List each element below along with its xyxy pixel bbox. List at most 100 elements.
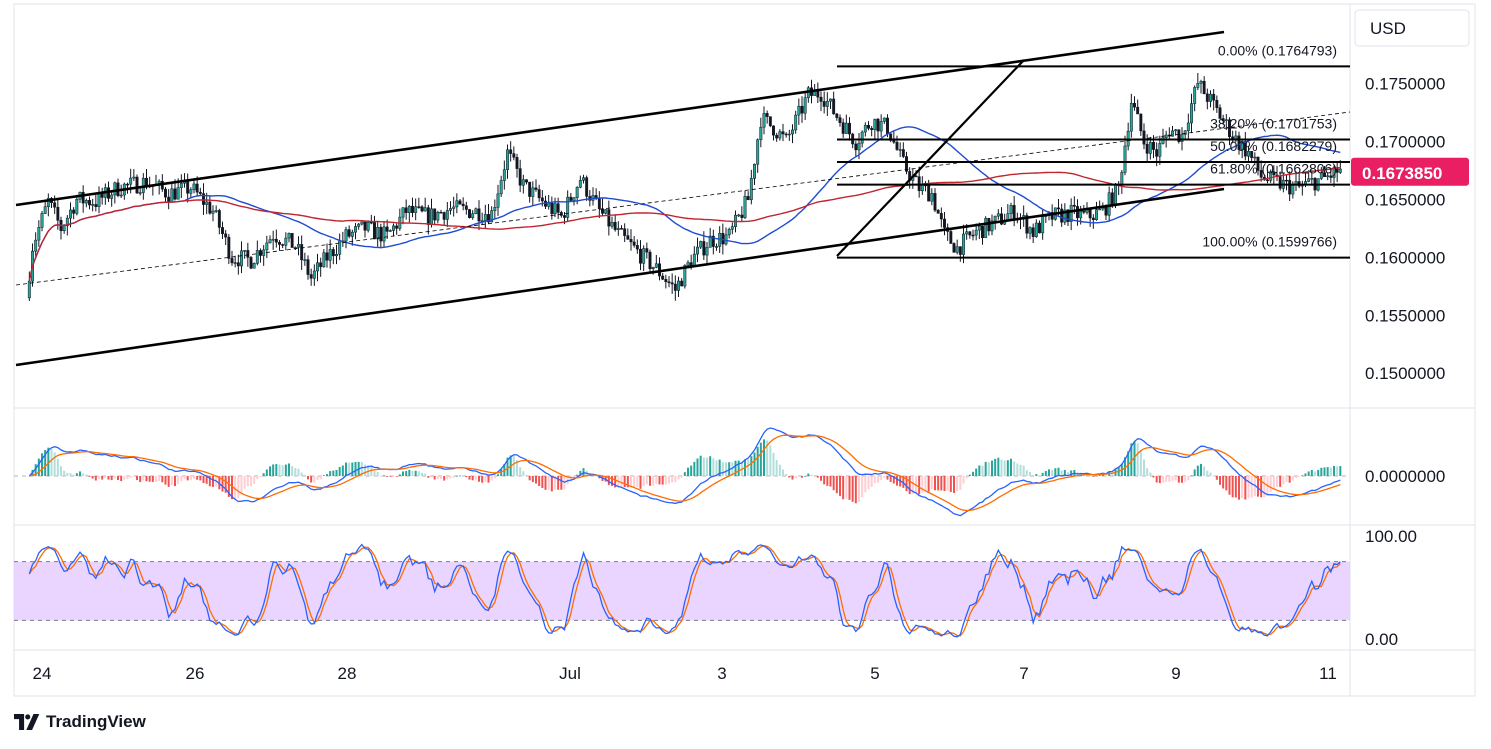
candle-body — [496, 193, 500, 208]
macd-histogram-bar — [1326, 467, 1329, 476]
candle-body — [841, 122, 845, 134]
candle-body — [1041, 216, 1045, 234]
macd-histogram-bar — [265, 469, 268, 476]
currency-selector[interactable]: USD — [1354, 9, 1470, 47]
macd-histogram-bar — [661, 476, 664, 485]
macd-histogram-bar — [1136, 443, 1139, 476]
candle-body — [1199, 81, 1203, 84]
macd-histogram-bar — [788, 476, 791, 478]
macd-histogram-bar — [132, 476, 135, 477]
macd-histogram-bar — [835, 476, 838, 494]
candle-body — [1266, 179, 1269, 182]
candle-body — [1250, 151, 1254, 158]
candle-body — [1243, 141, 1247, 157]
candle-body — [1186, 122, 1190, 131]
drawings-layer — [15, 30, 1351, 367]
candle-body — [287, 233, 291, 239]
macd-histogram-bar — [664, 476, 667, 485]
macd-histogram-bar — [1215, 476, 1218, 480]
macd-histogram-bar — [1022, 465, 1025, 476]
candle-body — [645, 248, 649, 253]
candle-body — [1069, 204, 1073, 222]
candle-body — [1158, 143, 1162, 157]
macd-histogram-bar — [386, 476, 389, 477]
candle-body — [870, 128, 874, 131]
macd-histogram-bar — [778, 464, 781, 476]
candle-body — [1072, 204, 1076, 207]
fib-level-label: 0.00% (0.1764793) — [1218, 42, 1337, 58]
macd-histogram-bar — [1054, 468, 1057, 476]
candle-body — [173, 188, 177, 200]
candle-body — [699, 241, 703, 248]
macd-histogram-bar — [294, 467, 297, 476]
macd-histogram-bar — [487, 476, 490, 483]
candle-body — [360, 221, 364, 225]
macd-histogram-bar — [436, 476, 439, 480]
macd-histogram-bar — [911, 476, 914, 495]
candle-body — [927, 185, 931, 202]
macd-histogram-bar — [424, 473, 427, 476]
macd-histogram-bar — [155, 476, 157, 482]
macd-histogram-bar — [683, 472, 686, 476]
candle-body — [1107, 192, 1111, 216]
macd-histogram-bar — [525, 474, 528, 476]
candle-body — [439, 211, 443, 214]
candle-body — [1323, 172, 1326, 178]
macd-tick-label: 0.0000000 — [1365, 467, 1445, 486]
candle-body — [1183, 130, 1187, 135]
candle-body — [661, 275, 665, 280]
macd-histogram-bar — [288, 463, 290, 476]
candle-body — [1060, 208, 1064, 223]
candle-body — [1247, 151, 1250, 157]
macd-histogram-bar — [845, 476, 848, 499]
candle-body — [1209, 93, 1212, 102]
candle-body — [797, 105, 801, 116]
candle-body — [274, 238, 278, 243]
macd-histogram-bar — [319, 476, 322, 480]
macd-histogram-bar — [1177, 476, 1180, 483]
candle-body — [879, 121, 883, 132]
tradingview-brand[interactable]: TradingView — [14, 712, 146, 732]
time-tick-label: Jul — [559, 664, 581, 683]
macd-histogram-bar — [262, 473, 265, 476]
candle-body — [433, 208, 437, 221]
macd-histogram-bar — [1225, 476, 1228, 491]
candle-body — [477, 208, 481, 222]
candle-body — [1171, 130, 1174, 137]
macd-histogram-bar — [199, 476, 202, 481]
candle-body — [974, 229, 978, 236]
stochastic-tick-label: 0.00 — [1365, 630, 1398, 649]
candle-body — [1202, 81, 1206, 95]
macd-histogram-bar — [794, 476, 797, 479]
candle-body — [464, 205, 468, 210]
macd-histogram-bar — [826, 476, 829, 486]
candle-body — [740, 214, 744, 218]
macd-histogram-bar — [626, 476, 629, 488]
candle-body — [933, 193, 937, 211]
macd-histogram-bar — [877, 476, 879, 483]
candle-body — [737, 214, 741, 217]
macd-histogram-bar — [737, 460, 740, 476]
macd-histogram-bar — [858, 476, 860, 502]
macd-histogram-bar — [465, 476, 468, 478]
macd-histogram-bar — [677, 476, 680, 480]
candle-body — [705, 247, 709, 256]
candle-body — [537, 189, 541, 199]
macd-histogram-bar — [246, 476, 249, 487]
macd-histogram-bar — [649, 476, 651, 486]
candle-body — [971, 234, 975, 237]
candle-body — [249, 257, 253, 269]
macd-histogram-bar — [126, 476, 129, 480]
macd-histogram-bar — [747, 459, 750, 476]
macd-histogram-bar — [1279, 476, 1282, 487]
time-tick-label: 26 — [186, 664, 205, 683]
candle-body — [458, 200, 462, 205]
candle-body — [743, 196, 747, 218]
macd-histogram-bar — [459, 475, 461, 477]
macd-histogram-bar — [1304, 473, 1307, 476]
candle-body — [1155, 149, 1159, 157]
candle-body — [407, 205, 411, 213]
macd-histogram-bar — [1238, 476, 1240, 500]
candle-body — [461, 203, 465, 207]
macd-histogram-bar — [313, 476, 316, 483]
